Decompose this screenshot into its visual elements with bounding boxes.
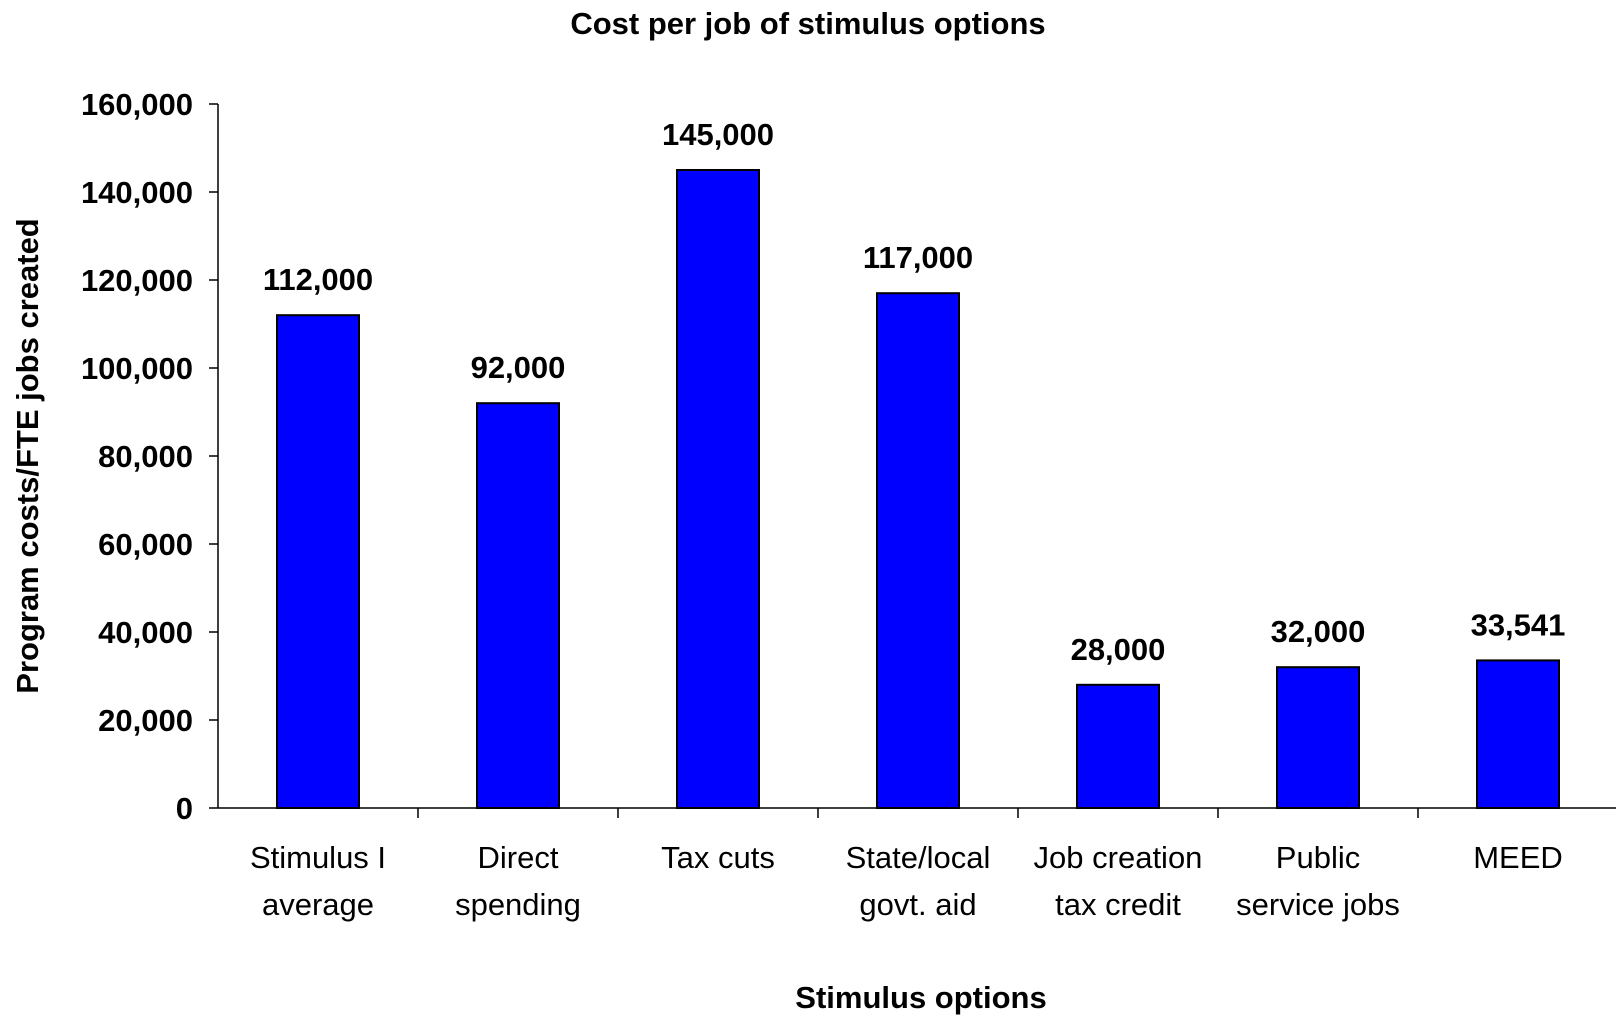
data-label: 145,000 xyxy=(662,117,774,152)
y-tick-label: 0 xyxy=(176,791,193,826)
data-label: 33,541 xyxy=(1471,607,1566,642)
data-label: 92,000 xyxy=(471,350,566,385)
y-axis-title: Program costs/FTE jobs created xyxy=(10,218,45,693)
data-label: 32,000 xyxy=(1271,614,1366,649)
bar xyxy=(876,292,960,809)
data-label: 28,000 xyxy=(1071,632,1166,667)
x-axis-title: Stimulus options xyxy=(795,980,1046,1015)
x-tick-label: Stimulus I xyxy=(250,840,386,875)
x-tick-label: tax credit xyxy=(1055,887,1181,922)
bar xyxy=(476,402,560,809)
bar xyxy=(1276,666,1360,810)
y-tick-label: 160,000 xyxy=(81,87,193,122)
x-tick-label: govt. aid xyxy=(859,887,976,922)
y-tick-label: 40,000 xyxy=(98,615,193,650)
x-tick-label: Tax cuts xyxy=(661,840,775,875)
y-tick-label: 120,000 xyxy=(81,263,193,298)
bar xyxy=(1476,659,1560,810)
y-tick-label: 140,000 xyxy=(81,175,193,210)
y-tick-label: 100,000 xyxy=(81,351,193,386)
bar xyxy=(1076,683,1160,809)
x-tick-label: Direct xyxy=(478,840,559,875)
data-label: 112,000 xyxy=(263,262,373,297)
x-tick-label: MEED xyxy=(1473,840,1563,875)
data-label: 117,000 xyxy=(863,240,973,275)
y-tick-label: 20,000 xyxy=(98,703,193,738)
chart-title: Cost per job of stimulus options xyxy=(570,6,1045,41)
bar xyxy=(676,169,760,809)
x-tick-label: spending xyxy=(455,887,581,922)
x-tick-label: service jobs xyxy=(1236,887,1400,922)
y-tick-label: 60,000 xyxy=(98,527,193,562)
x-tick-label: Public xyxy=(1276,840,1360,875)
x-tick-label: State/local xyxy=(846,840,991,875)
y-tick-label: 80,000 xyxy=(98,439,193,474)
plot-area: 0 20,000 40,000 60,000 80,000 100,000 120,000 1… xyxy=(81,87,1616,922)
x-tick-label: Job creation xyxy=(1034,840,1203,875)
bar xyxy=(276,314,360,809)
x-tick-label: average xyxy=(262,887,374,922)
